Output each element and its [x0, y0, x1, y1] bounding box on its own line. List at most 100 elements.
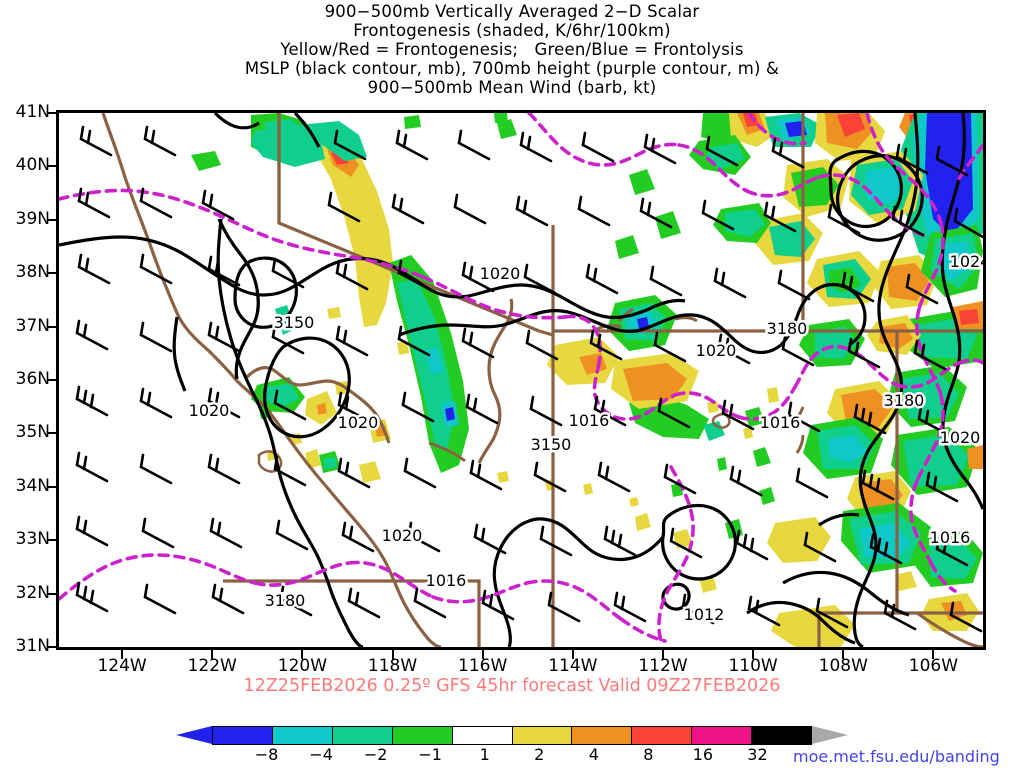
height-label-3180-halo: 3180 [767, 319, 808, 338]
mslp-label-1020: 1020 [480, 264, 521, 283]
mslp-label-1020: 1020 [338, 413, 379, 432]
colorbar-segment-2[interactable] [332, 727, 393, 744]
longitude-label-108w: 108W [818, 656, 868, 676]
latitude-label-31n: 31N [15, 636, 50, 656]
colorbar-tick-32: 32 [747, 745, 768, 764]
latitude-tick [47, 485, 56, 488]
frontogenesis-shading [191, 113, 983, 647]
longitude-label-110w: 110W [728, 656, 778, 676]
colorbar-under-arrow [176, 726, 212, 744]
mslp-label-1020-halo: 1020 [382, 526, 423, 545]
colorbar-tick--2: −2 [363, 745, 388, 764]
colorbar-tick--4: −4 [309, 745, 333, 764]
longitude-label-106w: 106W [908, 656, 959, 676]
height-label-3180: 3180 [767, 319, 808, 338]
colorbar-segment-4[interactable] [452, 727, 513, 744]
colorbar-tick-8: 8 [643, 745, 654, 764]
latitude-label-40n: 40N [15, 155, 50, 176]
height-label-3180: 3180 [265, 591, 306, 610]
latitude-label-39n: 39N [15, 208, 50, 229]
longitude-label-124w: 124W [97, 656, 147, 676]
latitude-label-32n: 32N [15, 582, 50, 603]
height-label-3150: 3150 [274, 313, 315, 332]
mslp-label-1020-halo: 1020 [189, 401, 230, 420]
longitude-tick [301, 650, 304, 659]
mslp-label-1016-halo: 1016 [426, 571, 467, 590]
colorbar-segment-0[interactable] [213, 727, 273, 744]
mslp-label-1020-halo: 1020 [480, 264, 521, 283]
mslp-label-1024: 1024 [950, 252, 983, 271]
colorbar-segment-3[interactable] [392, 727, 453, 744]
colorbar-segment-1[interactable] [272, 727, 333, 744]
longitude-tick [932, 650, 935, 659]
colorbar-segment-8[interactable] [692, 727, 753, 744]
height-label-3180-halo: 3180 [884, 391, 925, 410]
colorbar-segment-6[interactable] [572, 727, 633, 744]
map-canvas: 1020102010201020102010201020102010201020… [59, 113, 983, 647]
colorbar-segments[interactable] [212, 726, 812, 745]
longitude-tick [571, 650, 574, 659]
mslp-label-1020: 1020 [382, 526, 423, 545]
colorbar-tick-labels: −8 −4 −2 −1 1 2 4 8 16 32 [212, 745, 812, 765]
longitude-label-120w: 120W [277, 656, 328, 676]
longitude-tick [842, 650, 845, 659]
mslp-label-1024-halo: 1024 [950, 252, 983, 271]
mslp-label-1012: 1012 [684, 605, 725, 624]
state-borders [101, 113, 983, 647]
latitude-tick [47, 218, 56, 221]
longitude-tick [661, 650, 664, 659]
latitude-tick [47, 112, 56, 114]
source-watermark[interactable]: moe.met.fsu.edu/banding [793, 747, 1000, 766]
latitude-tick [47, 272, 56, 275]
height-label-3180: 3180 [884, 391, 925, 410]
colorbar-over-arrow [812, 726, 848, 744]
mslp-label-1020-halo: 1020 [338, 413, 379, 432]
latitude-tick [47, 646, 56, 648]
mslp-label-1016: 1016 [930, 528, 971, 547]
colorbar[interactable]: −8 −4 −2 −1 1 2 4 8 16 32 [176, 726, 848, 764]
longitude-tick [211, 650, 214, 659]
weather-map[interactable]: 1020 1020 1020 1020 1020 1020 1020 1020 1020 1020… [56, 110, 986, 650]
colorbar-tick-1: 1 [479, 745, 490, 764]
colorbar-tick--1: −1 [418, 745, 442, 764]
mslp-label-1016: 1016 [760, 413, 801, 432]
latitude-label-33n: 33N [15, 529, 50, 550]
title-line-2: Frontogenesis (shaded, K/6hr/100km) [353, 21, 671, 40]
latitude-tick [47, 539, 56, 542]
height-label-3150-halo: 3150 [274, 313, 315, 332]
colorbar-segment-7[interactable] [632, 727, 693, 744]
height-label-3150-halo: 3150 [531, 435, 572, 454]
mslp-label-1016-halo: 1016 [930, 528, 971, 547]
latitude-tick [47, 432, 56, 435]
latitude-label-34n: 34N [15, 475, 50, 496]
longitude-label-112w: 112W [638, 656, 688, 676]
title-line-3: Yellow/Red = Frontogenesis; Green/Blue =… [280, 40, 744, 59]
latitude-label-36n: 36N [15, 369, 50, 389]
latitude-tick [47, 592, 56, 595]
longitude-tick [752, 650, 755, 659]
forecast-caption: 12Z25FEB2026 0.25º GFS 45hr forecast Val… [243, 676, 781, 696]
longitude-tick [481, 650, 484, 659]
wind-barbs [75, 125, 983, 633]
mslp-label-1020: 1020 [189, 401, 230, 420]
mslp-label-1016: 1016 [426, 571, 467, 590]
colorbar-segment-5[interactable] [512, 727, 573, 744]
latitude-label-41n: 41N [15, 102, 50, 122]
longitude-label-118w: 118W [367, 656, 418, 676]
mslp-label-1020: 1020 [940, 428, 981, 447]
mslp-label-1012-halo: 1012 [684, 605, 725, 624]
latitude-tick [47, 379, 56, 381]
mslp-label-1016-halo: 1016 [569, 411, 610, 430]
colorbar-tick-2: 2 [534, 745, 545, 764]
latitude-tick [47, 325, 56, 328]
mslp-label-1020-halo: 1020 [696, 341, 737, 360]
height-label-3180-halo: 3180 [265, 591, 306, 610]
mslp-label-1016-halo: 1016 [760, 413, 801, 432]
title-line-5: 900−500mb Mean Wind (barb, kt) [367, 78, 657, 97]
latitude-label-38n: 38N [15, 262, 50, 283]
contour-labels: 1020102010201020102010201020102010201020… [186, 250, 983, 627]
title-line-4: MSLP (black contour, mb), 700mb height (… [244, 59, 780, 78]
latitude-tick [47, 165, 56, 168]
latitude-label-35n: 35N [15, 422, 50, 443]
colorbar-segment-9[interactable] [752, 727, 812, 744]
